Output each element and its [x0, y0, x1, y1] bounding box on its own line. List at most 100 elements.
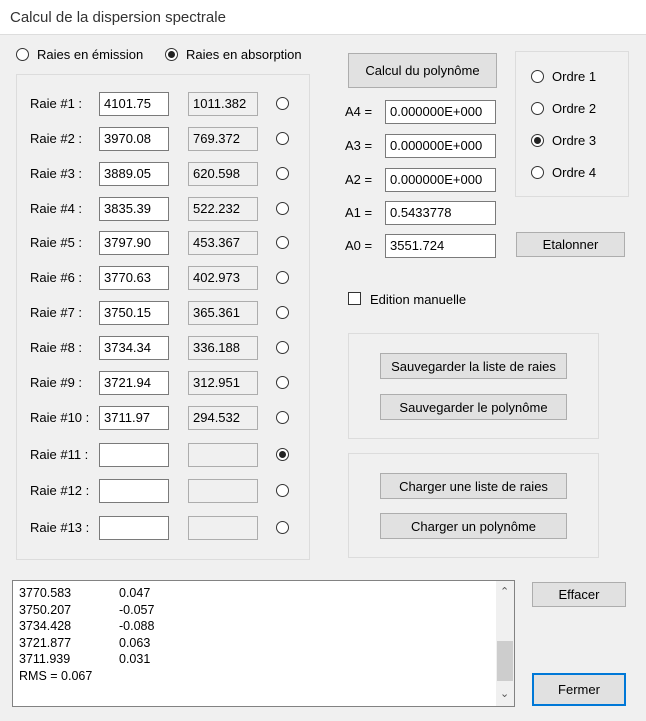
log-row: 3711.939 0.031: [19, 651, 219, 668]
log-cell: 0.047: [119, 586, 151, 600]
coeff-input[interactable]: 0.000000E+000: [385, 168, 496, 192]
line-select-radio[interactable]: [276, 411, 289, 424]
emission-radio[interactable]: [16, 48, 29, 61]
log-row: 3734.428 -0.088: [19, 618, 219, 635]
order-radio[interactable]: [531, 102, 544, 115]
manual-edit-label: Edition manuelle: [370, 292, 467, 307]
emission-label: Raies en émission: [37, 47, 144, 62]
line-select-radio[interactable]: [276, 376, 289, 389]
log-cell: 3721.877: [19, 635, 72, 650]
line-select-radio[interactable]: [276, 306, 289, 319]
line-select-radio[interactable]: [276, 484, 289, 497]
coeff-input[interactable]: 0.000000E+000: [385, 100, 496, 124]
load-lines-button[interactable]: Charger une liste de raies: [380, 473, 567, 499]
line-label: Raie #3 :: [30, 166, 83, 181]
pixel-field: 402.973: [188, 266, 258, 290]
wavelength-input[interactable]: 3797.90: [99, 231, 169, 255]
line-label: Raie #10 :: [30, 410, 90, 425]
coeff-input[interactable]: 0.000000E+000: [385, 134, 496, 158]
manual-edit-checkbox[interactable]: [348, 292, 361, 305]
scroll-thumb[interactable]: [497, 641, 513, 681]
coeff-label: A2 =: [345, 172, 373, 187]
wavelength-input[interactable]: 3835.39: [99, 197, 169, 221]
line-label: Raie #6 :: [30, 270, 83, 285]
load-polynomial-button[interactable]: Charger un polynôme: [380, 513, 567, 539]
save-group: [348, 333, 599, 439]
wavelength-input[interactable]: 3770.63: [99, 266, 169, 290]
results-log[interactable]: 3770.583 0.047 3750.207 -0.057 3734.428 -0.08…: [12, 580, 515, 707]
log-row: 3750.207 -0.057: [19, 602, 219, 619]
compute-polynomial-button[interactable]: Calcul du polynôme: [348, 53, 497, 88]
order-label: Ordre 2: [552, 101, 597, 116]
line-label: Raie #9 :: [30, 375, 83, 390]
line-select-radio[interactable]: [276, 167, 289, 180]
line-label: Raie #7 :: [30, 305, 83, 320]
wavelength-input[interactable]: 3734.34: [99, 336, 169, 360]
log-cell: 3734.428: [19, 619, 72, 633]
wavelength-input[interactable]: [99, 443, 169, 467]
line-select-radio[interactable]: [276, 521, 289, 534]
line-label: Raie #12 :: [30, 483, 90, 498]
save-polynomial-button[interactable]: Sauvegarder le polynôme: [380, 394, 567, 420]
pixel-field: 365.361: [188, 301, 258, 325]
close-button[interactable]: Fermer: [532, 673, 626, 706]
wavelength-input[interactable]: [99, 479, 169, 503]
coeff-input[interactable]: 3551.724: [385, 234, 496, 258]
wavelength-input[interactable]: 3750.15: [99, 301, 169, 325]
log-text: 3770.583 0.047 3750.207 -0.057 3734.428 -0.08…: [19, 585, 219, 684]
line-label: Raie #5 :: [30, 235, 83, 250]
log-rms: RMS = 0.067: [19, 668, 93, 683]
line-select-radio[interactable]: [276, 448, 289, 461]
line-select-radio[interactable]: [276, 97, 289, 110]
wavelength-input[interactable]: 4101.75: [99, 92, 169, 116]
save-lines-button[interactable]: Sauvegarder la liste de raies: [380, 353, 567, 379]
wavelength-input[interactable]: 3711.97: [99, 406, 169, 430]
wavelength-input[interactable]: 3721.94: [99, 371, 169, 395]
absorption-label: Raies en absorption: [186, 47, 302, 62]
line-label: Raie #1 :: [30, 96, 83, 111]
wavelength-input[interactable]: 3889.05: [99, 162, 169, 186]
log-scrollbar[interactable]: ⌃ ⌄: [496, 581, 514, 706]
absorption-radio[interactable]: [165, 48, 178, 61]
lines-group: [16, 74, 310, 560]
log-cell: 3770.583: [19, 586, 72, 600]
pixel-field: 312.951: [188, 371, 258, 395]
coeff-input[interactable]: 0.5433778: [385, 201, 496, 225]
line-select-radio[interactable]: [276, 202, 289, 215]
title-bar: [0, 0, 646, 35]
order-radio[interactable]: [531, 166, 544, 179]
order-radio[interactable]: [531, 134, 544, 147]
wavelength-input[interactable]: 3970.08: [99, 127, 169, 151]
pixel-field: 769.372: [188, 127, 258, 151]
pixel-field: 336.188: [188, 336, 258, 360]
log-row: 3721.877 0.063: [19, 635, 219, 652]
line-label: Raie #13 :: [30, 520, 90, 535]
clear-button[interactable]: Effacer: [532, 582, 626, 607]
line-select-radio[interactable]: [276, 236, 289, 249]
scroll-down-icon[interactable]: ⌄: [500, 688, 510, 700]
pixel-field: 294.532: [188, 406, 258, 430]
line-select-radio[interactable]: [276, 132, 289, 145]
line-label: Raie #2 :: [30, 131, 83, 146]
line-label: Raie #4 :: [30, 201, 83, 216]
calibrate-button[interactable]: Etalonner: [516, 232, 625, 257]
log-cell: 3750.207: [19, 602, 72, 617]
log-cell: 0.031: [119, 652, 151, 666]
order-label: Ordre 3: [552, 133, 597, 148]
line-label: Raie #8 :: [30, 340, 83, 355]
pixel-field: [188, 516, 258, 540]
scroll-up-icon[interactable]: ⌃: [500, 586, 510, 598]
log-cell: 3711.939: [19, 652, 71, 666]
wavelength-input[interactable]: [99, 516, 169, 540]
pixel-field: [188, 479, 258, 503]
window-title: Calcul de la dispersion spectrale: [10, 9, 226, 26]
order-label: Ordre 1: [552, 69, 597, 84]
order-group: [515, 51, 629, 197]
line-select-radio[interactable]: [276, 271, 289, 284]
order-radio[interactable]: [531, 70, 544, 83]
line-label: Raie #11 :: [30, 447, 89, 462]
log-cell: -0.057: [119, 602, 155, 617]
log-cell: 0.063: [119, 635, 151, 650]
pixel-field: 453.367: [188, 231, 258, 255]
line-select-radio[interactable]: [276, 341, 289, 354]
